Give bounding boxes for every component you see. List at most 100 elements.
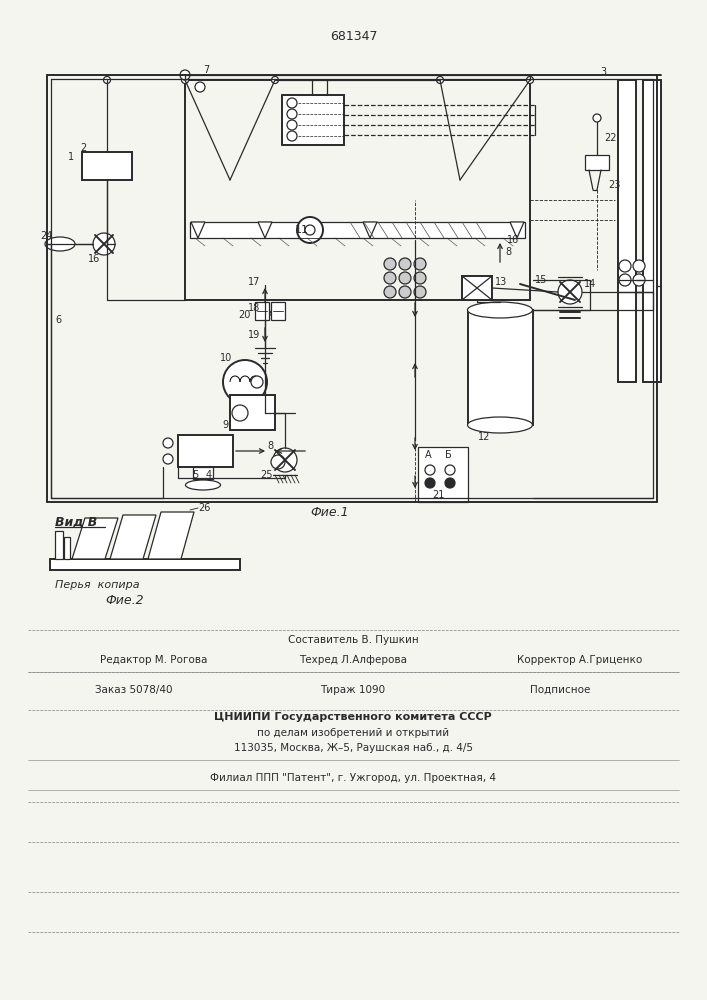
Polygon shape: [148, 512, 194, 559]
Bar: [255, 302, 269, 320]
Text: 10: 10: [220, 353, 233, 363]
Text: Тираж 1090: Тираж 1090: [320, 685, 385, 695]
Polygon shape: [258, 302, 272, 315]
Circle shape: [287, 109, 297, 119]
Text: 14: 14: [584, 279, 596, 289]
Circle shape: [414, 272, 426, 284]
Circle shape: [103, 77, 110, 84]
Circle shape: [163, 438, 173, 448]
Text: 6: 6: [55, 315, 61, 325]
Text: 22: 22: [604, 133, 617, 143]
Bar: [585, 155, 609, 170]
Text: 3: 3: [600, 67, 606, 77]
Text: по делам изобретений и открытий: по делам изобретений и открытий: [257, 728, 449, 738]
Ellipse shape: [45, 237, 75, 251]
Circle shape: [384, 286, 396, 298]
Text: 21: 21: [432, 490, 445, 500]
Circle shape: [297, 217, 323, 243]
Circle shape: [445, 478, 455, 488]
Circle shape: [271, 77, 279, 84]
Bar: [185, 80, 530, 300]
Circle shape: [414, 258, 426, 270]
Text: 2: 2: [80, 143, 86, 153]
Polygon shape: [110, 515, 156, 559]
Bar: [271, 302, 285, 320]
Text: Техред Л.Алферова: Техред Л.Алферова: [299, 655, 407, 665]
Circle shape: [558, 280, 582, 304]
Text: 19: 19: [248, 330, 260, 340]
Text: Составитель В. Пушкин: Составитель В. Пушкин: [288, 635, 419, 645]
Text: Подписное: Подписное: [530, 685, 590, 695]
Text: 4: 4: [206, 470, 212, 480]
Text: 16: 16: [507, 235, 519, 245]
Text: ЦНИИПИ Государственного комитета СССР: ЦНИИПИ Государственного комитета СССР: [214, 712, 492, 722]
Text: 26: 26: [198, 503, 211, 513]
Circle shape: [287, 131, 297, 141]
Text: 18: 18: [248, 303, 260, 313]
Text: 681347: 681347: [330, 30, 378, 43]
Bar: [82, 152, 132, 180]
Circle shape: [271, 455, 285, 469]
Circle shape: [445, 465, 455, 475]
Circle shape: [384, 258, 396, 270]
Circle shape: [287, 120, 297, 130]
Circle shape: [399, 258, 411, 270]
Text: Б: Б: [445, 450, 452, 460]
Circle shape: [273, 448, 297, 472]
Text: 9: 9: [222, 420, 228, 430]
Circle shape: [232, 405, 248, 421]
Circle shape: [251, 376, 263, 388]
Circle shape: [593, 114, 601, 122]
Text: 5: 5: [192, 470, 198, 480]
Circle shape: [182, 77, 189, 84]
Circle shape: [223, 360, 267, 404]
Text: 8: 8: [267, 441, 273, 451]
Bar: [64, 537, 70, 559]
Bar: [462, 276, 492, 300]
Circle shape: [633, 260, 645, 272]
Polygon shape: [191, 222, 205, 238]
Bar: [230, 395, 275, 430]
Bar: [193, 467, 213, 479]
Text: 20: 20: [238, 310, 250, 320]
Text: 17: 17: [248, 277, 260, 287]
Circle shape: [384, 272, 396, 284]
Text: Корректор А.Гриценко: Корректор А.Гриценко: [518, 655, 643, 665]
Circle shape: [425, 465, 435, 475]
Ellipse shape: [467, 302, 532, 318]
Text: 16: 16: [88, 254, 100, 264]
Text: Фие.1: Фие.1: [310, 506, 349, 518]
Polygon shape: [363, 222, 377, 238]
Bar: [418, 447, 468, 502]
Circle shape: [527, 77, 534, 84]
Text: 13: 13: [495, 277, 507, 287]
Text: 113035, Москва, Ж–5, Раушская наб., д. 4/5: 113035, Москва, Ж–5, Раушская наб., д. 4…: [233, 743, 472, 753]
Text: 12: 12: [478, 432, 491, 442]
Text: 8: 8: [505, 247, 511, 257]
Circle shape: [305, 225, 315, 235]
Circle shape: [399, 286, 411, 298]
Circle shape: [195, 82, 205, 92]
Text: Перья  копира: Перья копира: [55, 580, 139, 590]
Bar: [55, 531, 63, 559]
Text: Фие.2: Фие.2: [105, 593, 144, 606]
Text: 7: 7: [203, 65, 209, 75]
Text: 24: 24: [40, 231, 52, 241]
Circle shape: [436, 77, 443, 84]
Circle shape: [619, 274, 631, 286]
Circle shape: [619, 260, 631, 272]
Text: 11: 11: [295, 225, 309, 235]
Circle shape: [180, 70, 190, 80]
Text: Заказ 5078/40: Заказ 5078/40: [95, 685, 173, 695]
Bar: [643, 80, 661, 382]
Text: 15: 15: [535, 275, 547, 285]
Ellipse shape: [467, 417, 532, 433]
Ellipse shape: [185, 480, 221, 490]
Circle shape: [93, 233, 115, 255]
Circle shape: [425, 478, 435, 488]
Bar: [618, 80, 636, 382]
Circle shape: [399, 272, 411, 284]
Bar: [282, 95, 344, 145]
Polygon shape: [72, 518, 118, 559]
Text: А: А: [425, 450, 432, 460]
